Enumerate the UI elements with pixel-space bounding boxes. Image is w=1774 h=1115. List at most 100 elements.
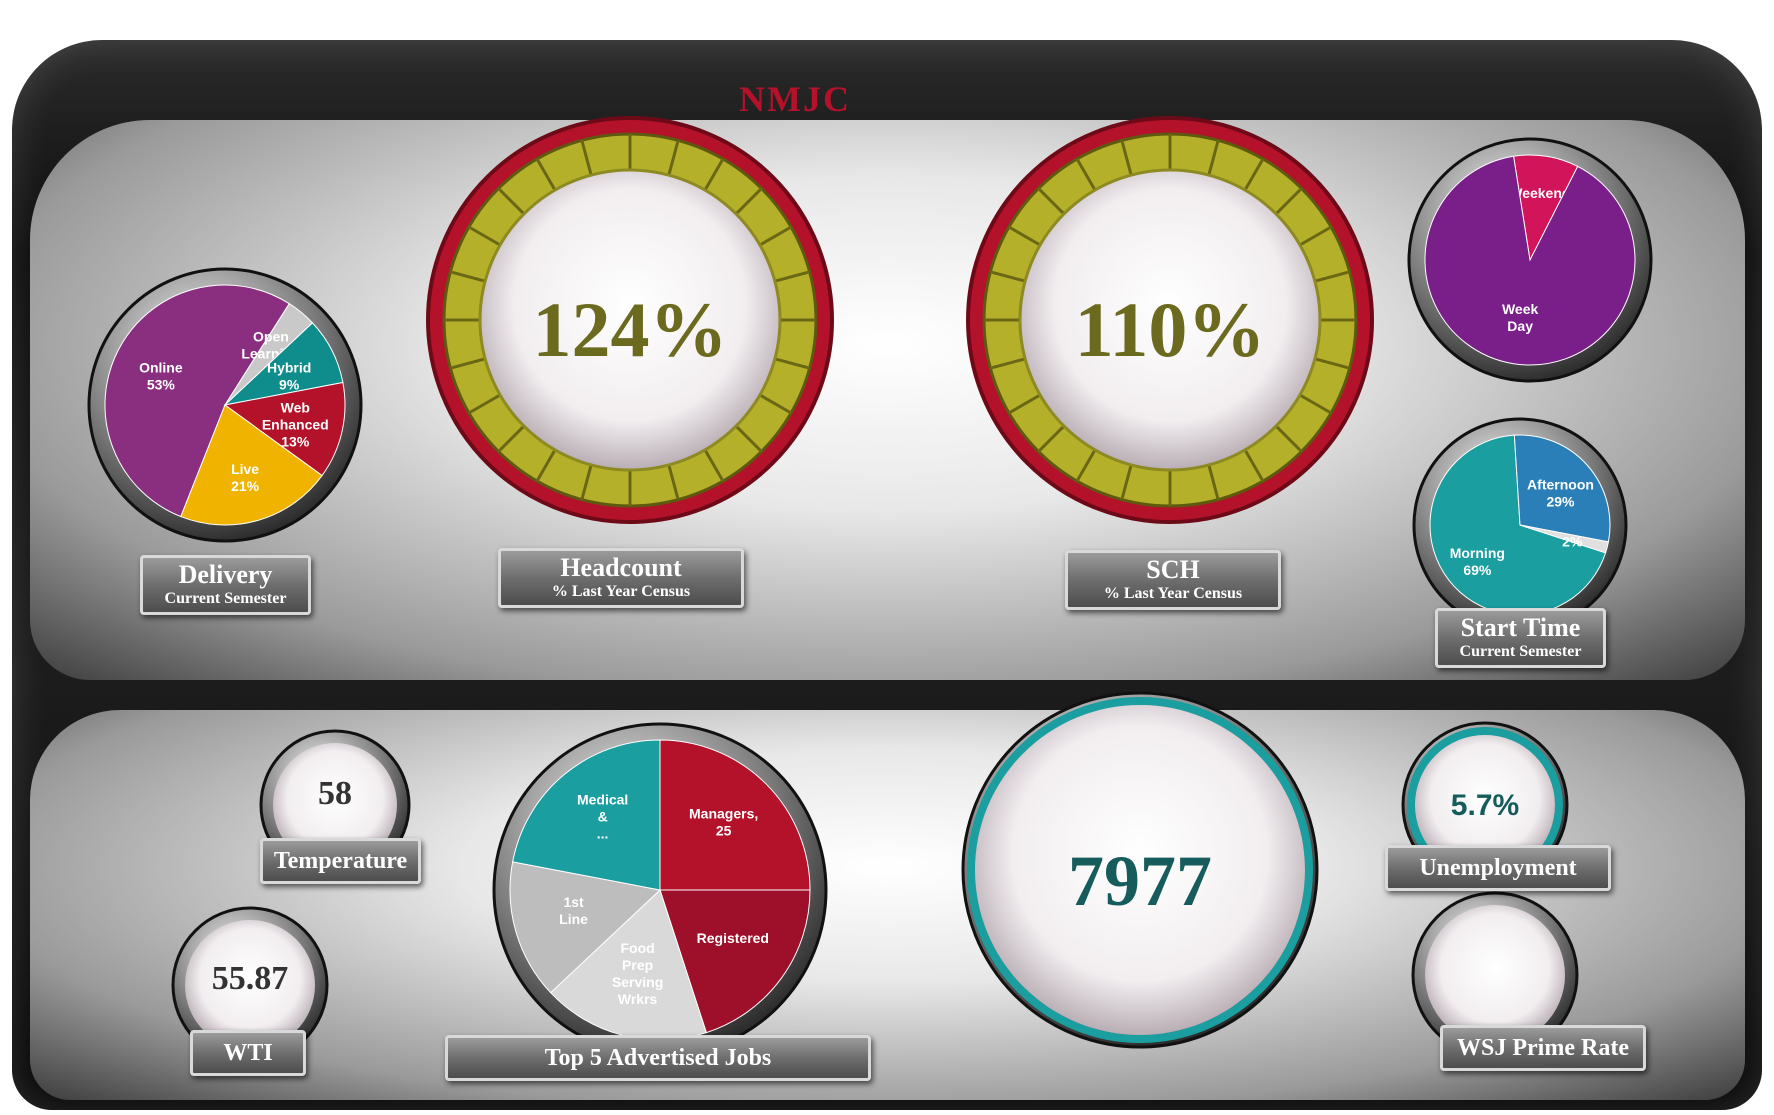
top-jobs-pie-slice-label: Medical (577, 792, 628, 808)
delivery-pie-slice-pct: 13% (281, 434, 310, 450)
headcount-gauge-bezel-segment (703, 449, 725, 482)
dow-gauge-face (975, 705, 1305, 1035)
sch-gauge-bezel-segment (1008, 225, 1041, 247)
sch-gauge-bezel-segment (1207, 464, 1220, 501)
sch-gauge-bezel-segment (1120, 139, 1133, 176)
start-time-pie-slice-pct: 2% (1562, 533, 1583, 549)
start-time-plate: Start Time Current Semester (1435, 608, 1606, 668)
headcount-title: Headcount (560, 553, 682, 582)
top-jobs-pie-slice (659, 739, 811, 891)
top-jobs-pie-slice (509, 861, 662, 994)
prime-rate-plate: WSJ Prime Rate (1440, 1025, 1646, 1071)
start-time-pie-slice (1519, 524, 1609, 554)
unemployment-value: 5.7% (1451, 789, 1519, 822)
start-time-pie-slice-label: Afternoon (1527, 476, 1594, 492)
delivery-pie-slice-label: Enhanced (262, 417, 329, 433)
headcount-gauge-bezel-segment (774, 357, 811, 370)
prime-rate-title: WSJ Prime Rate (1457, 1035, 1629, 1061)
start-time-pie-slice-pct: 29% (1546, 493, 1575, 509)
dow-value: 7977 (1068, 841, 1212, 921)
brand-logo: NMJC (739, 79, 851, 119)
headcount-gauge-bezel-segment (468, 225, 501, 247)
sch-gauge-bezel-segment (1207, 139, 1220, 176)
sch-title: SCH (1146, 555, 1200, 584)
dow-gauge-ring (967, 697, 1313, 1043)
top-jobs-pie-slice-label: Registered (697, 930, 769, 946)
sch-gauge-bezel-segment (1037, 187, 1065, 215)
top-jobs-pie-slice-label: Line (559, 911, 588, 927)
start-time-title: Start Time (1460, 613, 1581, 642)
sch-gauge-bezel-segment (989, 357, 1026, 370)
temperature-plate: Temperature (260, 838, 421, 884)
delivery-pie-slice-label: Hybrid (267, 359, 311, 375)
week-pie-slice-label: Weekend (1509, 185, 1570, 201)
sch-gauge-bezel-segment (1243, 449, 1265, 482)
delivery-pie-slice-pct: 53% (147, 376, 176, 392)
sch-value: 110% (1074, 286, 1266, 373)
delivery-pie-slice-label: Open (253, 329, 289, 345)
headcount-gauge-bezel-segment (449, 357, 486, 370)
week-pie-slice-label: Week (1502, 301, 1539, 317)
delivery-pie-slice-label: Online (139, 359, 183, 375)
top-jobs-pie-slice-label: Food (621, 940, 655, 956)
top-jobs-pie-slice (659, 889, 811, 1034)
headcount-subtitle: % Last Year Census (551, 583, 691, 600)
start-time-pie-slice (1513, 434, 1611, 543)
headcount-gauge-bezel-segment (759, 393, 792, 415)
top-jobs-title: Top 5 Advertised Jobs (544, 1045, 772, 1071)
headcount-gauge-bezel-segment (580, 464, 593, 501)
wti-plate: WTI (190, 1030, 306, 1076)
headcount-gauge-bezel-segment (735, 187, 763, 215)
top-jobs-pie-slice-label: Prep (622, 957, 653, 973)
unemployment-plate: Unemployment (1385, 845, 1611, 891)
sch-gauge-bezel-segment (989, 270, 1026, 283)
prime-rate-gauge-face (1425, 905, 1565, 1045)
headcount-plate: Headcount % Last Year Census (498, 548, 744, 608)
sch-plate: SCH % Last Year Census (1065, 550, 1281, 610)
headcount-value: 124% (532, 286, 728, 373)
sch-gauge-bezel-segment (1275, 187, 1303, 215)
headcount-gauge-bezel-segment (759, 225, 792, 247)
headcount-gauge-bezel-segment (535, 158, 557, 191)
sch-gauge-bezel-segment (1037, 425, 1065, 453)
sch-gauge-face (1018, 168, 1322, 472)
week-pie-slice-label: Day (1507, 318, 1533, 334)
headcount-gauge-face (478, 168, 782, 472)
sch-gauge-bezel-segment (1314, 357, 1351, 370)
top-jobs-pie-slice-label: Managers, (689, 805, 758, 821)
sch-gauge-bezel-segment (1008, 393, 1041, 415)
sch-gauge-bezel-segment (1299, 225, 1332, 247)
delivery-pie-slice-pct: 9% (279, 376, 300, 392)
sch-gauge-bezel-segment (1120, 464, 1133, 501)
headcount-gauge-bezel-segment (497, 425, 525, 453)
top-jobs-pie-slice-label: 25 (716, 822, 732, 838)
delivery-pie-slice-label: Web (281, 400, 310, 416)
unemployment-gauge-face (1415, 735, 1555, 875)
headcount-gauge-bezel-segment (703, 158, 725, 191)
start-time-pie-slice-pct: 69% (1463, 562, 1492, 578)
headcount-gauge-bezel-segment (774, 270, 811, 283)
headcount-gauge-bezel-segment (735, 425, 763, 453)
headcount-gauge-bezel-segment (449, 270, 486, 283)
headcount-gauge-bezel-segment (468, 393, 501, 415)
sch-subtitle: % Last Year Census (1103, 585, 1243, 602)
start-time-pie-slice (1429, 434, 1607, 616)
wti-gauge-face (185, 920, 315, 1050)
temperature-value: 58 (318, 775, 352, 812)
delivery-pie-slice-pct: 21% (231, 478, 260, 494)
sch-gauge-bezel-segment (1275, 425, 1303, 453)
unemployment-title: Unemployment (1419, 855, 1577, 881)
delivery-subtitle: Current Semester (164, 590, 287, 607)
headcount-gauge-bezel-segment (535, 449, 557, 482)
delivery-pie-slice (104, 284, 290, 518)
headcount-gauge-bezel-segment (497, 187, 525, 215)
temperature-gauge-face (273, 743, 397, 867)
top-jobs-pie-slice-label: ... (597, 826, 609, 842)
sch-gauge-bezel-segment (1299, 393, 1332, 415)
top-jobs-plate: Top 5 Advertised Jobs (445, 1035, 871, 1081)
headcount-gauge-bezel-segment (580, 139, 593, 176)
top-jobs-pie-slice (512, 739, 661, 891)
week-pie-slice (1424, 155, 1636, 366)
